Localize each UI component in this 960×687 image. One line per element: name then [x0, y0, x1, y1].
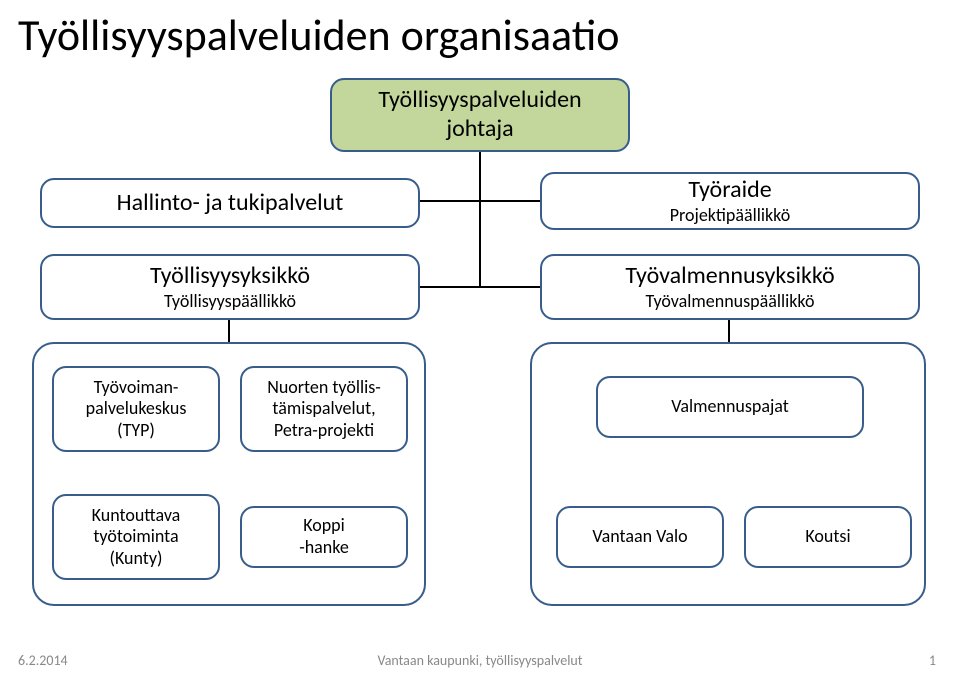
connector	[228, 320, 230, 342]
node-label: Työraide	[688, 176, 771, 205]
node-label: Kuntouttava	[92, 505, 181, 527]
node-nuorten: Nuorten työllis- tämispalvelut, Petra-pr…	[240, 366, 408, 452]
node-label: työtoiminta	[93, 526, 178, 548]
connector	[480, 286, 540, 288]
node-tyoraide: Työraide Projektipäällikkö	[540, 172, 920, 230]
node-label: Vantaan Valo	[592, 526, 687, 548]
node-label: (TYP)	[117, 420, 155, 442]
node-vantaanvalo: Vantaan Valo	[556, 506, 724, 568]
node-johtaja: Työllisyyspalveluiden johtaja	[330, 78, 630, 152]
node-label: tämispalvelut,	[272, 398, 375, 420]
node-label: Työvoiman-	[94, 377, 179, 399]
node-tyollisyysyksikko: Työllisyysyksikkö Työllisyyspäällikkö	[40, 254, 420, 320]
node-label: Hallinto- ja tukipalvelut	[117, 189, 344, 218]
node-koppi: Koppi -hanke	[240, 506, 408, 568]
node-label: Työllisyyspalveluiden	[378, 86, 581, 115]
node-tyovalmennusyksikko: Työvalmennusyksikkö Työvalmennuspäällikk…	[540, 254, 920, 320]
node-label: Valmennuspajat	[671, 396, 789, 418]
node-hallinto: Hallinto- ja tukipalvelut	[40, 178, 420, 228]
connector	[420, 200, 480, 202]
node-sublabel: Työllisyyspäällikkö	[164, 291, 296, 313]
connector	[479, 152, 481, 287]
node-label: Petra-projekti	[274, 420, 374, 442]
footer-date: 6.2.2014	[18, 652, 68, 669]
node-label: (Kunty)	[110, 548, 163, 570]
connector	[728, 320, 730, 342]
node-label: -hanke	[299, 537, 349, 559]
node-label: johtaja	[446, 115, 513, 144]
footer-org: Vantaan kaupunki, työllisyyspalvelut	[378, 652, 583, 669]
node-typ: Työvoiman- palvelukeskus (TYP)	[52, 366, 220, 452]
node-valmennuspajat: Valmennuspajat	[596, 376, 864, 438]
node-label: Työvalmennusyksikkö	[625, 262, 834, 291]
node-sublabel: Työvalmennuspäällikkö	[645, 291, 814, 313]
node-label: Koppi	[303, 515, 345, 537]
node-label: Työllisyysyksikkö	[150, 262, 310, 291]
node-label: palvelukeskus	[86, 398, 187, 420]
node-label: Nuorten työllis-	[267, 377, 381, 399]
node-koutsi: Koutsi	[744, 506, 912, 568]
node-label: Koutsi	[805, 526, 850, 548]
page-title: Työllisyyspalveluiden organisaatio	[18, 8, 619, 62]
node-kunty: Kuntouttava työtoiminta (Kunty)	[52, 494, 220, 580]
connector	[420, 286, 480, 288]
connector	[480, 200, 540, 202]
footer-page: 1	[929, 652, 936, 669]
node-sublabel: Projektipäällikkö	[670, 205, 791, 227]
